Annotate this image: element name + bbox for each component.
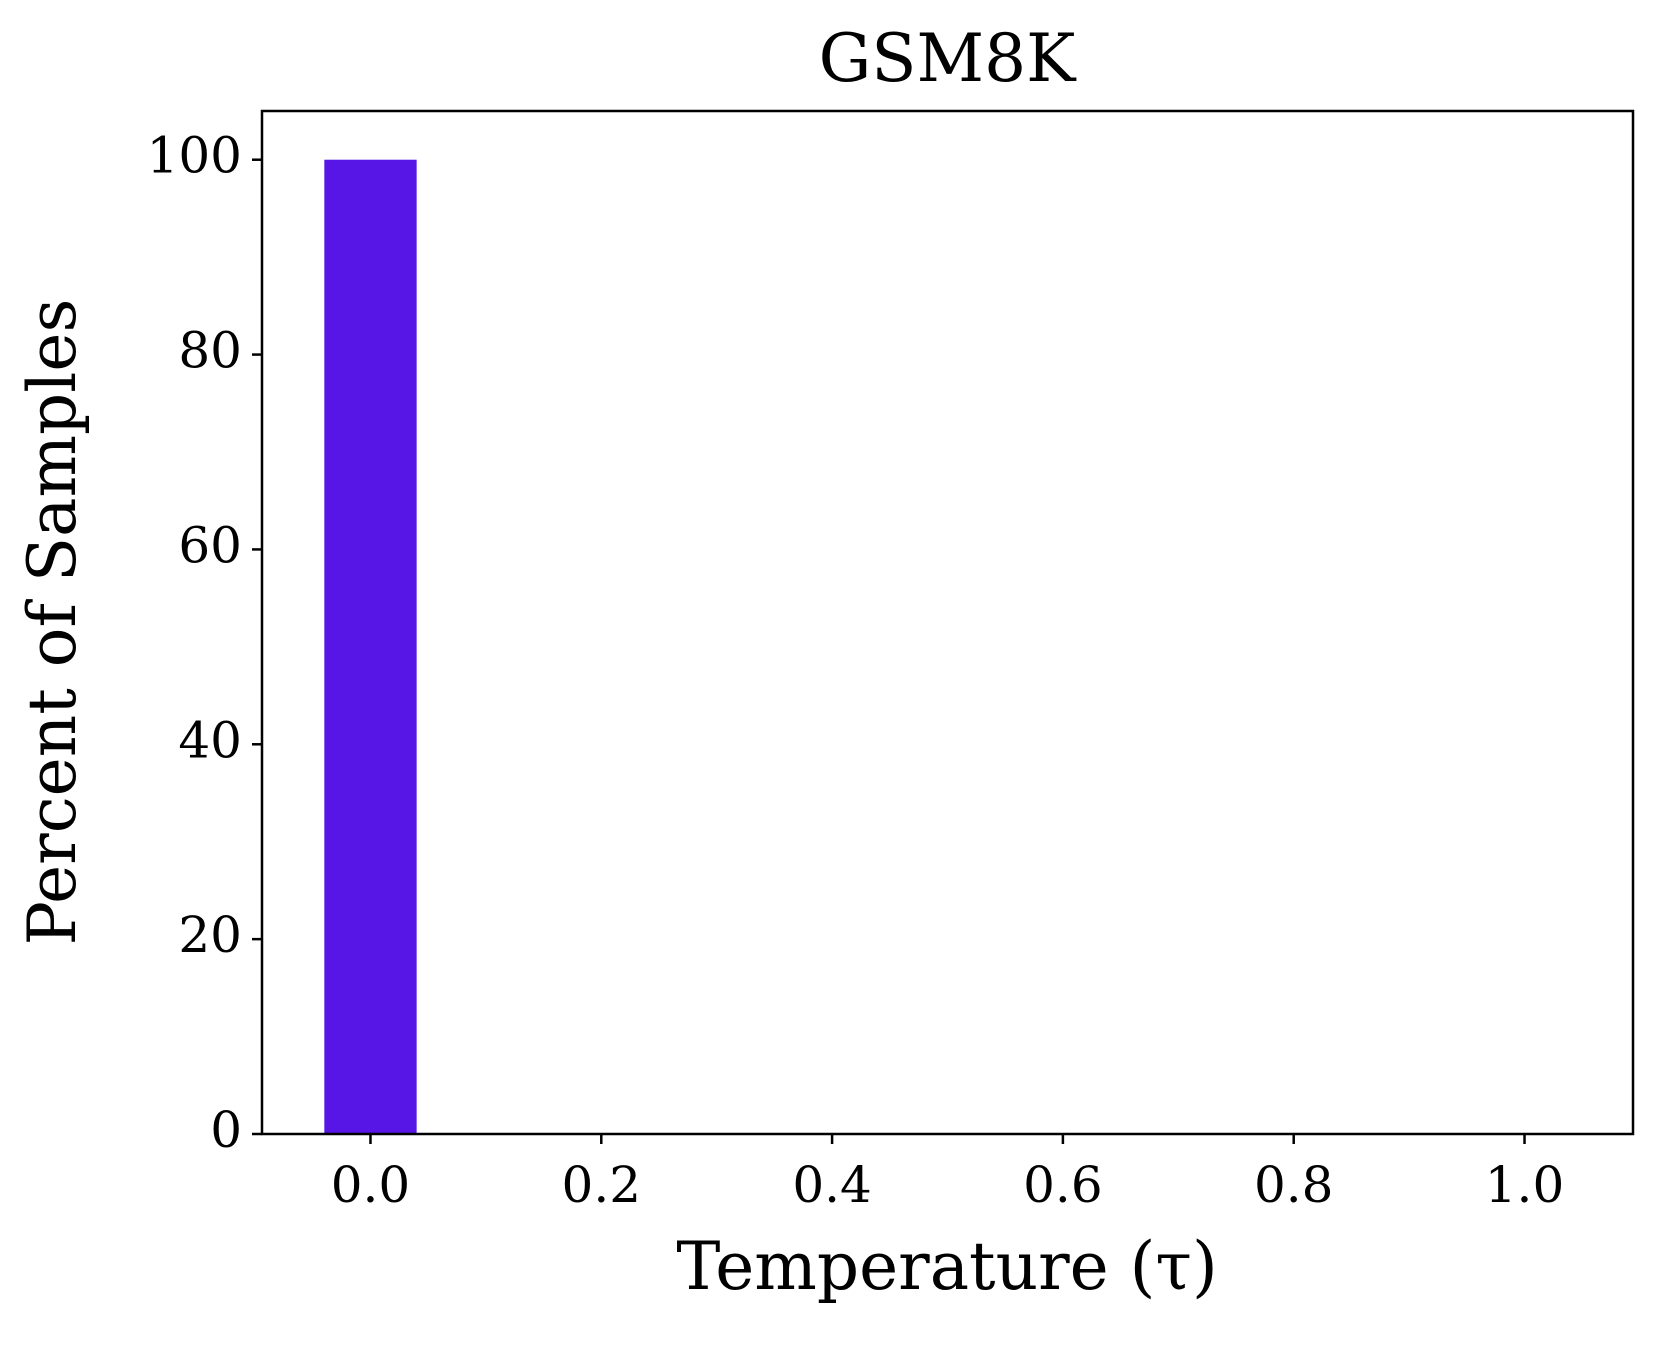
y-tick-label: 40 xyxy=(178,711,242,769)
x-axis-label: Temperature (τ) xyxy=(676,1228,1217,1305)
y-tick-label: 0 xyxy=(210,1101,242,1159)
y-tick-label: 60 xyxy=(178,516,242,574)
chart-title: GSM8K xyxy=(819,20,1078,97)
x-tick-label: 0.2 xyxy=(562,1156,642,1214)
plot-frame xyxy=(260,109,1635,1136)
x-tick-label: 1.0 xyxy=(1485,1156,1565,1214)
x-tick-label: 0.8 xyxy=(1254,1156,1334,1214)
bar xyxy=(324,159,417,1134)
y-tick-label: 20 xyxy=(178,906,242,964)
y-tick-label: 100 xyxy=(147,127,242,185)
y-axis-label: Percent of Samples xyxy=(14,299,91,946)
y-tick-label: 80 xyxy=(178,322,242,380)
x-tick-label: 0.6 xyxy=(1023,1156,1103,1214)
x-tick-label: 0.0 xyxy=(331,1156,411,1214)
x-tick-label: 0.4 xyxy=(792,1156,872,1214)
